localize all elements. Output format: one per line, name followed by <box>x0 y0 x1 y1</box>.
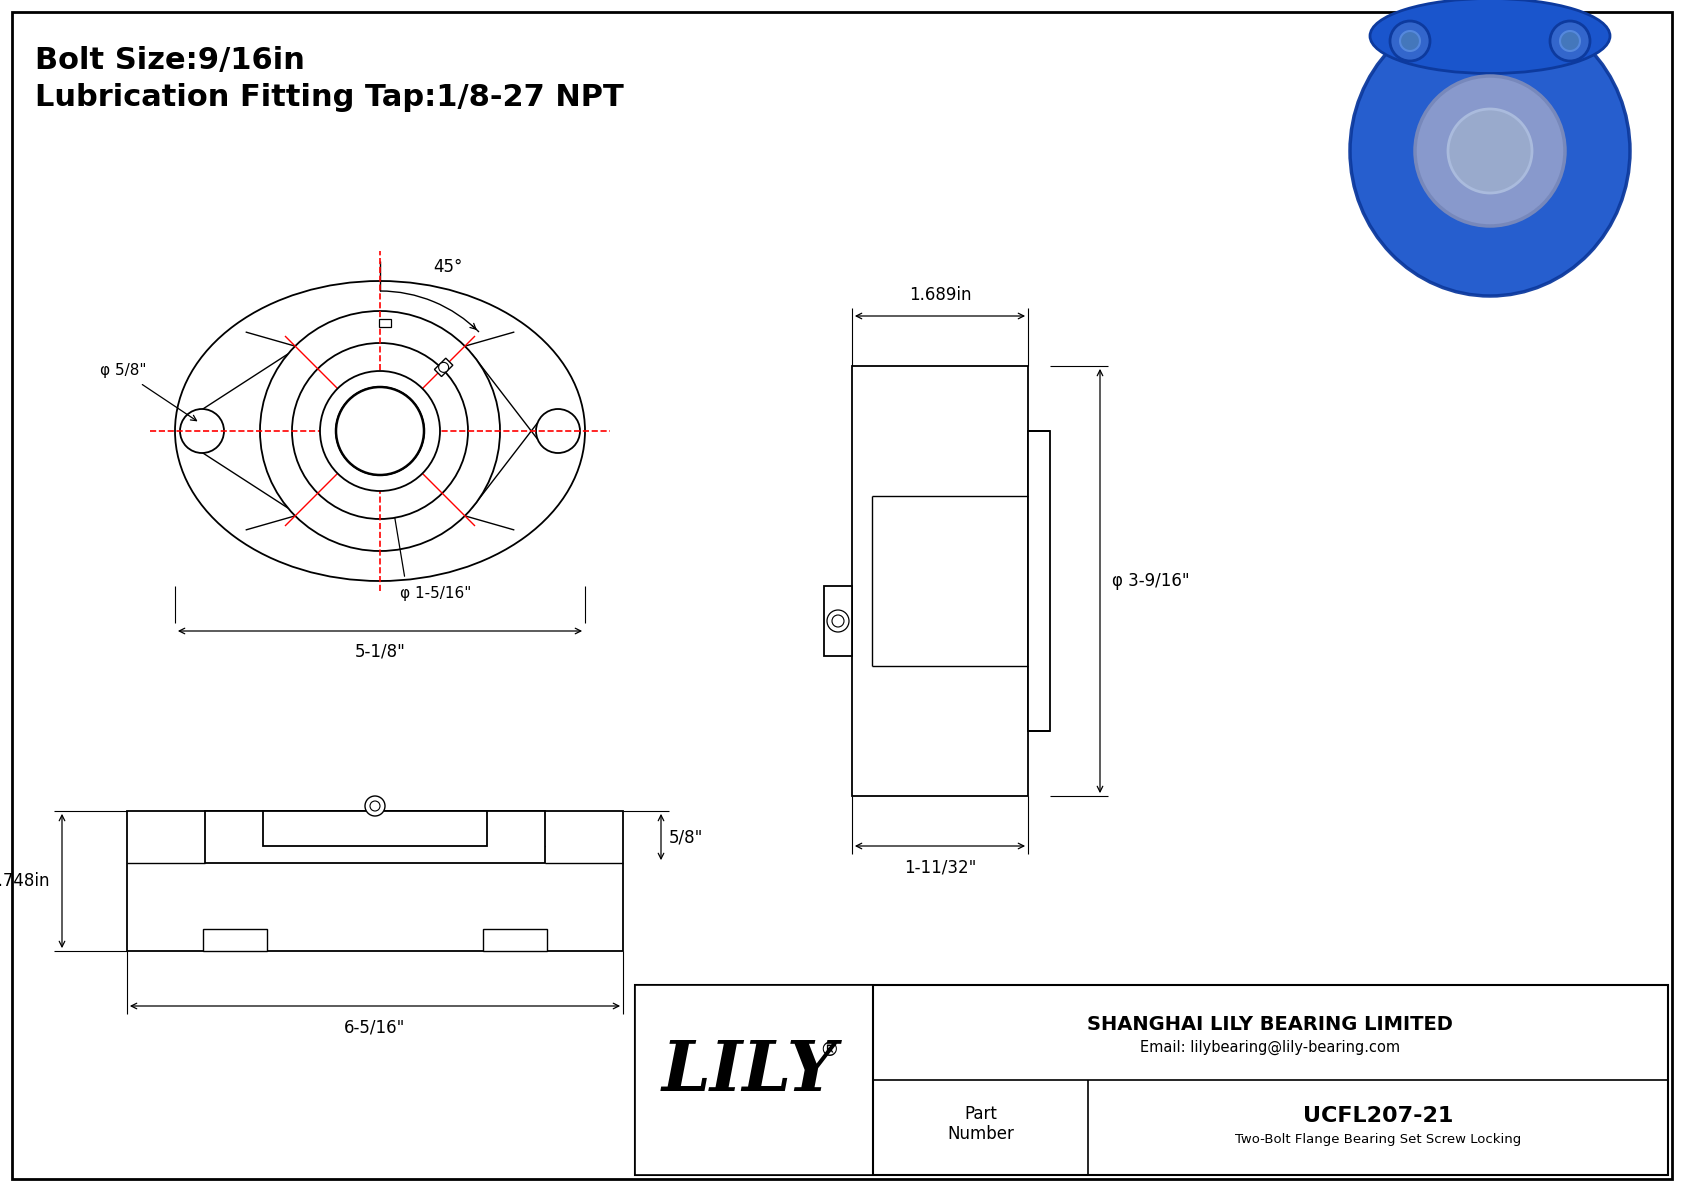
Text: UCFL207-21: UCFL207-21 <box>1303 1106 1453 1125</box>
Circle shape <box>365 796 386 816</box>
Circle shape <box>1399 31 1420 51</box>
Bar <box>379 319 391 328</box>
Text: 1.748in: 1.748in <box>0 872 51 890</box>
Bar <box>204 929 268 950</box>
Ellipse shape <box>1371 0 1610 74</box>
Text: φ 3-9/16": φ 3-9/16" <box>1111 572 1189 590</box>
Text: 1.689in: 1.689in <box>909 286 972 304</box>
Circle shape <box>832 615 844 626</box>
Bar <box>635 985 1667 1176</box>
Circle shape <box>1389 21 1430 61</box>
Text: φ 1-5/16": φ 1-5/16" <box>401 586 472 601</box>
Bar <box>263 811 487 846</box>
Bar <box>205 811 546 863</box>
Text: 45°: 45° <box>433 258 463 276</box>
Bar <box>1027 431 1051 731</box>
Text: 1-11/32": 1-11/32" <box>904 858 977 877</box>
Circle shape <box>337 387 424 475</box>
Circle shape <box>536 409 579 453</box>
Circle shape <box>180 409 224 453</box>
Circle shape <box>1448 110 1532 193</box>
Circle shape <box>259 311 500 551</box>
Text: Two-Bolt Flange Bearing Set Screw Locking: Two-Bolt Flange Bearing Set Screw Lockin… <box>1234 1134 1521 1147</box>
Bar <box>434 358 453 376</box>
Text: φ 5/8": φ 5/8" <box>99 363 147 379</box>
Circle shape <box>337 387 424 475</box>
Circle shape <box>438 362 448 373</box>
Ellipse shape <box>1351 6 1630 297</box>
Ellipse shape <box>175 281 584 581</box>
Text: Part
Number: Part Number <box>948 1104 1014 1143</box>
Bar <box>126 811 623 950</box>
Bar <box>635 985 872 1176</box>
Text: 6-5/16": 6-5/16" <box>344 1018 406 1036</box>
Text: Email: lilybearing@lily-bearing.com: Email: lilybearing@lily-bearing.com <box>1140 1040 1399 1054</box>
Text: 5/8": 5/8" <box>669 828 704 846</box>
Bar <box>483 929 547 950</box>
Text: 5-1/8": 5-1/8" <box>355 643 406 661</box>
Circle shape <box>320 372 440 491</box>
Text: LILY: LILY <box>662 1039 837 1105</box>
Text: ®: ® <box>818 1041 839 1060</box>
Circle shape <box>1559 31 1580 51</box>
Circle shape <box>291 343 468 519</box>
Text: SHANGHAI LILY BEARING LIMITED: SHANGHAI LILY BEARING LIMITED <box>1088 1016 1453 1035</box>
Circle shape <box>1549 21 1590 61</box>
Bar <box>852 366 1027 796</box>
Circle shape <box>827 610 849 632</box>
Circle shape <box>1415 76 1564 226</box>
Text: Bolt Size:9/16in: Bolt Size:9/16in <box>35 46 305 75</box>
Text: Lubrication Fitting Tap:1/8-27 NPT: Lubrication Fitting Tap:1/8-27 NPT <box>35 83 623 112</box>
Circle shape <box>370 802 381 811</box>
Bar <box>823 586 852 656</box>
